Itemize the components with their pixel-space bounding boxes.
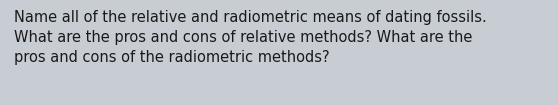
Text: What are the pros and cons of relative methods? What are the: What are the pros and cons of relative m… (14, 30, 473, 45)
Text: Name all of the relative and radiometric means of dating fossils.: Name all of the relative and radiometric… (14, 10, 487, 25)
Text: pros and cons of the radiometric methods?: pros and cons of the radiometric methods… (14, 50, 330, 65)
